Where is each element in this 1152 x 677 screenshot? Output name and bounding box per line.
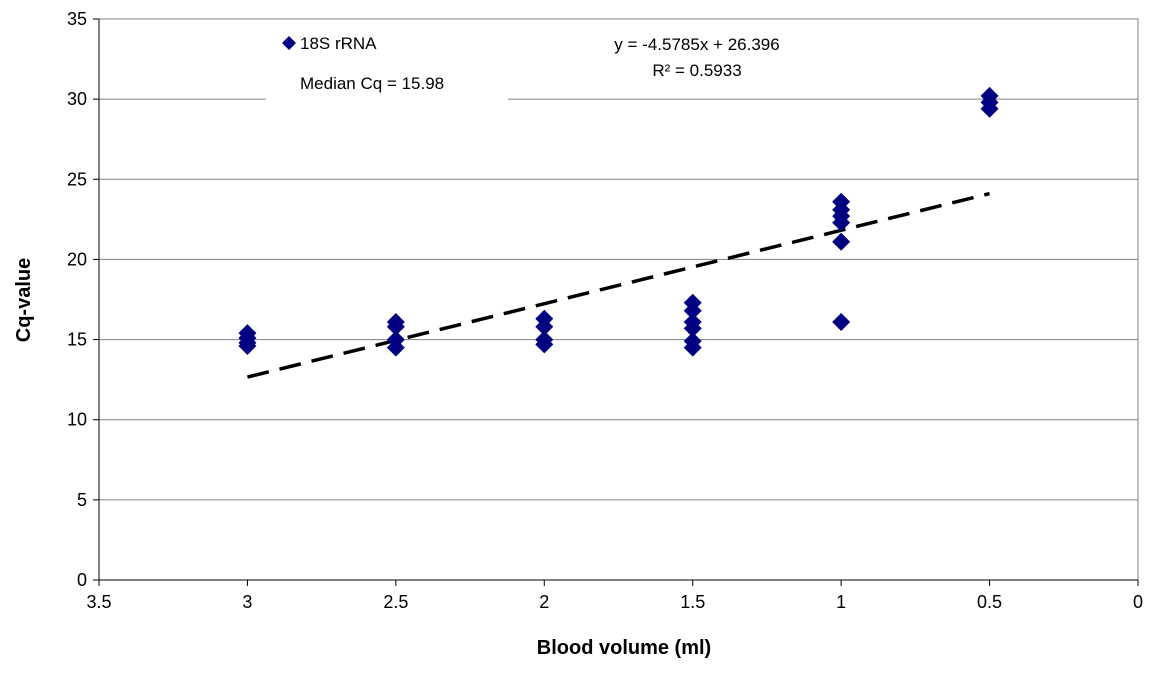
- data-point-diamond: [832, 312, 851, 331]
- x-tick-label: 3.5: [86, 592, 111, 612]
- trendline: [247, 191, 990, 379]
- data-point-diamond: [683, 319, 702, 338]
- y-axis-ticks: 0 5 10 15 20 25 30 35: [67, 9, 99, 590]
- data-point-diamond: [832, 232, 851, 251]
- data-point-diamond: [238, 336, 257, 355]
- median-annotation: Median Cq = 15.98: [300, 74, 444, 93]
- x-axis-title: Blood volume (ml): [537, 637, 711, 659]
- x-tick-label: 2: [539, 592, 549, 612]
- data-point-diamond: [683, 338, 702, 357]
- equation-label: y = -4.5785x + 26.396: [614, 35, 779, 54]
- y-tick-label: 20: [67, 249, 87, 269]
- x-axis-ticks: 3.5 3 2.5 2 1.5 1 0.5 0: [86, 580, 1143, 612]
- data-point-diamond: [535, 317, 554, 336]
- y-tick-label: 35: [67, 9, 87, 29]
- x-tick-label: 3: [242, 592, 252, 612]
- x-tick-label: 1: [836, 592, 846, 612]
- r-squared-label: R² = 0.5933: [652, 61, 741, 80]
- data-point-diamond: [386, 317, 405, 336]
- y-axis-title: Cq-value: [13, 258, 35, 342]
- legend-label: 18S rRNA: [300, 34, 377, 53]
- data-points-layer: [238, 86, 999, 357]
- x-tick-label: 0.5: [977, 592, 1002, 612]
- y-tick-label: 10: [67, 410, 87, 430]
- axes: [98, 19, 1138, 581]
- data-point-diamond: [535, 335, 554, 354]
- x-tick-label: 2.5: [383, 592, 408, 612]
- data-point-diamond: [683, 301, 702, 320]
- data-point-diamond: [980, 99, 999, 118]
- x-tick-label: 1.5: [680, 592, 705, 612]
- legend-box: [266, 27, 508, 101]
- data-point-diamond: [832, 213, 851, 232]
- x-tick-label: 0: [1133, 592, 1143, 612]
- y-tick-label: 15: [67, 330, 87, 350]
- y-tick-label: 5: [77, 490, 87, 510]
- y-tick-label: 0: [77, 570, 87, 590]
- y-tick-label: 25: [67, 169, 87, 189]
- data-point-diamond: [386, 338, 405, 357]
- trendline-layer: [247, 191, 990, 379]
- legend-diamond-icon: [282, 36, 296, 50]
- y-tick-label: 30: [67, 89, 87, 109]
